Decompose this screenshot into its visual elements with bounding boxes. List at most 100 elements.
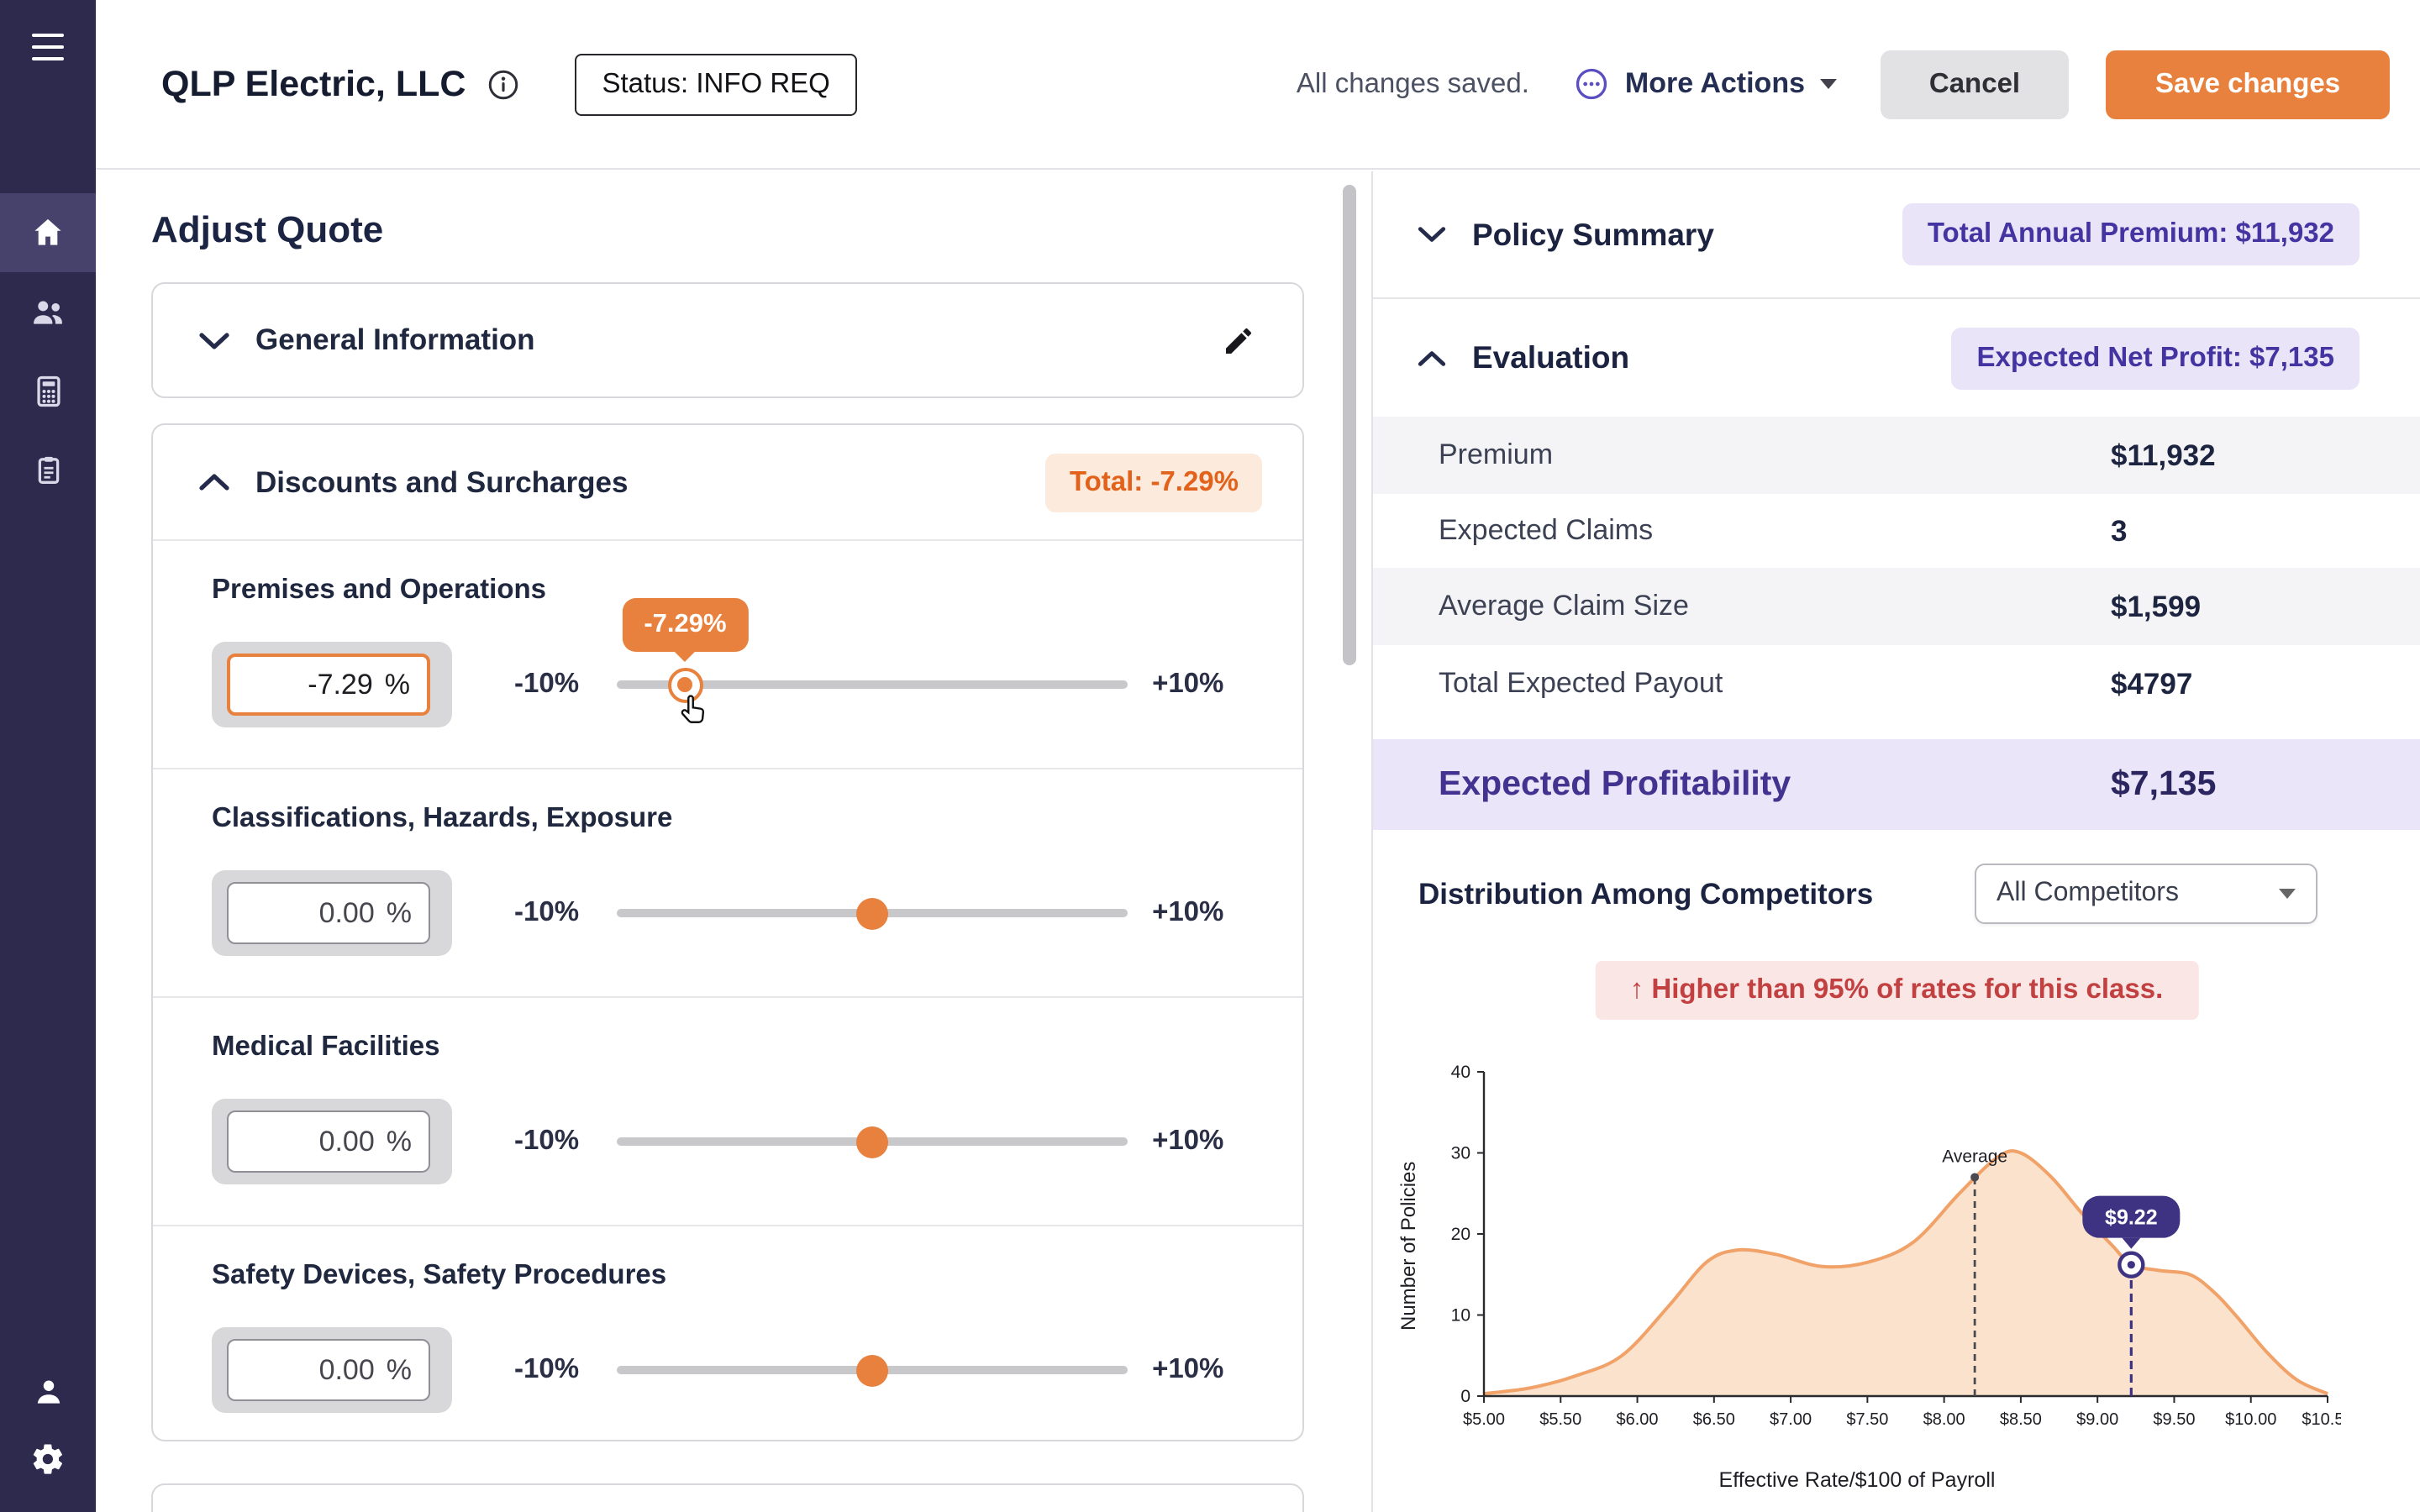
adjustment-section-premises: Premises and Operations -7.29 % -10% -7.… [153, 541, 1302, 768]
svg-text:$8.00: $8.00 [1923, 1410, 1965, 1429]
percent-unit: % [386, 896, 412, 928]
scrollbar-thumb[interactable] [1343, 185, 1356, 665]
expected-profitability-row: Expected Profitability $7,135 [1373, 739, 2420, 830]
slider-handle[interactable] [855, 1354, 888, 1386]
more-actions-button[interactable]: More Actions [1566, 59, 1844, 109]
distribution-header: Distribution Among Competitors All Compe… [1373, 857, 2420, 931]
cancel-button[interactable]: Cancel [1881, 50, 2069, 118]
discounts-card: Discounts and Surcharges Total: -7.29% P… [151, 423, 1304, 1441]
slider-handle[interactable] [667, 667, 703, 702]
adjustment-section-safety: Safety Devices, Safety Procedures 0.00 %… [153, 1226, 1302, 1440]
percent-input[interactable]: 0.00 % [227, 1339, 430, 1401]
rate-alert-banner: ↑ Higher than 95% of rates for this clas… [1594, 961, 2199, 1020]
account-icon [36, 1380, 60, 1404]
row-value: $4797 [2111, 666, 2193, 700]
table-row: Expected Claims 3 [1373, 494, 2420, 568]
chart-x-axis-title: Effective Rate/$100 of Payroll [1718, 1468, 1996, 1492]
sidebar-item-documents[interactable] [0, 430, 96, 509]
slider-max-label: +10% [1152, 669, 1224, 699]
total-badge: Total: -7.29% [1045, 453, 1262, 512]
evaluation-title: Evaluation [1472, 339, 1630, 375]
sidebar-item-settings[interactable] [0, 1425, 96, 1492]
adjustment-slider[interactable]: -7.29% [616, 598, 1128, 723]
chevron-up-icon[interactable] [198, 472, 230, 492]
general-information-title: General Information [255, 323, 535, 356]
distribution-title: Distribution Among Competitors [1418, 876, 1874, 910]
chevron-up-icon[interactable] [1417, 349, 1447, 367]
chevron-down-icon[interactable] [1417, 225, 1447, 244]
table-row: Total Expected Payout $4797 [1373, 645, 2420, 722]
info-icon [489, 69, 518, 99]
adjustment-label: Classifications, Hazards, Exposure [212, 803, 673, 833]
svg-text:$7.50: $7.50 [1846, 1410, 1888, 1429]
sidebar-bottom [0, 1357, 96, 1492]
slider-max-label: +10% [1152, 1126, 1224, 1156]
percent-input-frame: -7.29 % [212, 642, 452, 727]
chart-canvas[interactable]: 0 10 20 30 40 $5.00 $5.50 $6.00 $6.50 $7.00 $7.50 $… [1417, 1052, 2341, 1463]
slider-max-label: +10% [1152, 1354, 1224, 1384]
slider-max-label: +10% [1152, 897, 1224, 927]
caret-down-icon [1820, 79, 1837, 89]
percent-input-frame: 0.00 % [212, 870, 452, 956]
adjustment-slider[interactable] [616, 1126, 1128, 1158]
svg-text:$9.50: $9.50 [2153, 1410, 2195, 1429]
clipboard-icon [37, 456, 59, 484]
row-value: 3 [2111, 513, 2128, 547]
edit-icon [1226, 327, 1251, 353]
hamburger-menu-icon[interactable] [24, 25, 72, 69]
svg-text:$9.22: $9.22 [2105, 1206, 2158, 1230]
percent-unit: % [386, 1353, 412, 1385]
competitor-distribution-chart: Number of Policies 0 10 20 30 40 $5.00 $5.50 $6… [1373, 1035, 2420, 1512]
percent-input[interactable]: 0.00 % [227, 882, 430, 944]
slider-tooltip-text: -7.29% [644, 610, 727, 638]
save-status-text: All changes saved. [1296, 68, 1529, 98]
svg-text:20: 20 [1451, 1225, 1470, 1244]
svg-text:$7.00: $7.00 [1770, 1410, 1812, 1429]
calculator-icon [36, 375, 60, 407]
svg-text:10: 10 [1451, 1306, 1470, 1326]
general-information-card: General Information [151, 282, 1304, 398]
row-label: Average Claim Size [1439, 590, 1689, 622]
sidebar-item-home[interactable] [0, 193, 96, 273]
discounts-header: Discounts and Surcharges Total: -7.29% [153, 425, 1302, 539]
sidebar-item-calculator[interactable] [0, 351, 96, 430]
divider [153, 1225, 1302, 1226]
svg-text:30: 30 [1451, 1144, 1470, 1163]
percent-input-frame: 0.00 % [212, 1099, 452, 1184]
policy-summary-header: Policy Summary Total Annual Premium: $11… [1373, 171, 2420, 299]
percent-unit: % [386, 1125, 412, 1157]
status-badge[interactable]: Status: INFO REQ [575, 53, 857, 115]
row-label: Premium [1439, 438, 1554, 470]
percent-input[interactable]: 0.00 % [227, 1110, 430, 1173]
info-button[interactable] [482, 63, 524, 105]
chevron-down-icon[interactable] [198, 330, 230, 350]
svg-text:0: 0 [1460, 1387, 1470, 1406]
svg-text:$5.00: $5.00 [1463, 1410, 1505, 1429]
divider [153, 996, 1302, 998]
total-premium-badge: Total Annual Premium: $11,932 [1902, 203, 2360, 265]
edit-button[interactable] [1215, 317, 1262, 364]
competitors-dropdown-value: All Competitors [1996, 879, 2179, 907]
svg-text:40: 40 [1451, 1063, 1470, 1082]
save-changes-button[interactable]: Save changes [2106, 50, 2390, 118]
percent-input[interactable]: -7.29 % [227, 654, 430, 716]
users-icon [34, 301, 62, 324]
percent-value: 0.00 [318, 896, 375, 928]
adjustment-label: Premises and Operations [212, 575, 546, 605]
top-bar: QLP Electric, LLC Status: INFO REQ All c… [96, 0, 2420, 170]
percent-value: -7.29 [308, 668, 373, 700]
slider-handle[interactable] [855, 1126, 888, 1158]
competitors-dropdown[interactable]: All Competitors [1975, 864, 2317, 924]
adjustment-label: Medical Facilities [212, 1032, 440, 1062]
page-title: Adjust Quote [151, 208, 384, 250]
net-profit-badge: Expected Net Profit: $7,135 [1951, 327, 2360, 389]
adjustment-slider[interactable] [616, 897, 1128, 929]
table-row: Premium $11,932 [1373, 417, 2420, 494]
adjustment-section-classifications: Classifications, Hazards, Exposure 0.00 … [153, 769, 1302, 996]
slider-handle[interactable] [855, 897, 888, 929]
adjustment-slider[interactable] [616, 1354, 1128, 1386]
sidebar-item-account[interactable] [0, 1357, 96, 1425]
sidebar-item-users[interactable] [0, 272, 96, 351]
policy-summary-panel: Policy Summary Total Annual Premium: $11… [1371, 171, 2420, 1512]
slider-min-label: -10% [514, 669, 580, 699]
